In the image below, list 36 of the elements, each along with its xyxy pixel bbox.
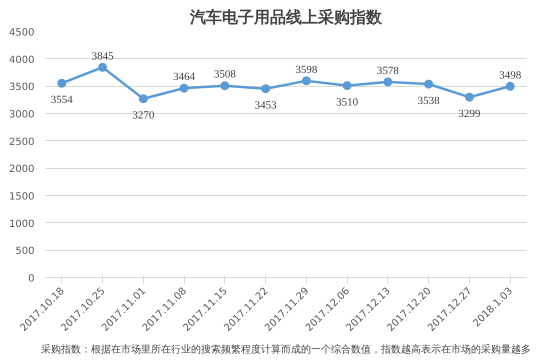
point <box>98 62 108 72</box>
point <box>302 76 311 86</box>
y-tick-label: 0 <box>28 274 35 284</box>
y-tick-label: 2000 <box>9 164 35 176</box>
data-label: 3453 <box>254 100 278 112</box>
point <box>261 84 270 94</box>
point <box>342 81 352 90</box>
y-tick-label: 3000 <box>9 110 35 120</box>
y-tick-label: 1000 <box>9 218 35 230</box>
point <box>180 84 189 93</box>
data-label: 3508 <box>214 68 236 81</box>
data-label: 3578 <box>376 64 400 77</box>
point <box>138 94 148 104</box>
y-tick-label: 4000 <box>9 54 35 66</box>
y-tick-label: 2500 <box>9 136 35 148</box>
y-tick-label: 4500 <box>9 28 35 38</box>
y-tick-label: 3500 <box>9 82 35 94</box>
point <box>383 77 392 86</box>
data-label: 3299 <box>458 108 481 120</box>
chart-title: 汽车电子用品线上采购指数 <box>189 8 383 26</box>
data-label: 3464 <box>173 71 196 84</box>
y-tick-label: 500 <box>15 246 35 258</box>
y-tick-label: 1500 <box>9 192 35 202</box>
data-label: 3845 <box>92 50 114 62</box>
data-label: 3598 <box>295 64 318 76</box>
data-label: 3510 <box>336 96 359 109</box>
data-label: 3270 <box>132 110 155 122</box>
data-label: 3538 <box>418 95 440 108</box>
point <box>424 80 434 89</box>
data-label: 3498 <box>499 69 522 82</box>
data-label: 3554 <box>50 94 74 106</box>
text: 采购指数：根据在市场里所在行业的搜索频繁程度计算而成的一个综合数值，指数越高表示在市场的采购量越多 <box>41 344 531 356</box>
point <box>220 81 230 90</box>
point <box>506 82 515 91</box>
point <box>57 78 66 88</box>
point <box>464 92 474 102</box>
